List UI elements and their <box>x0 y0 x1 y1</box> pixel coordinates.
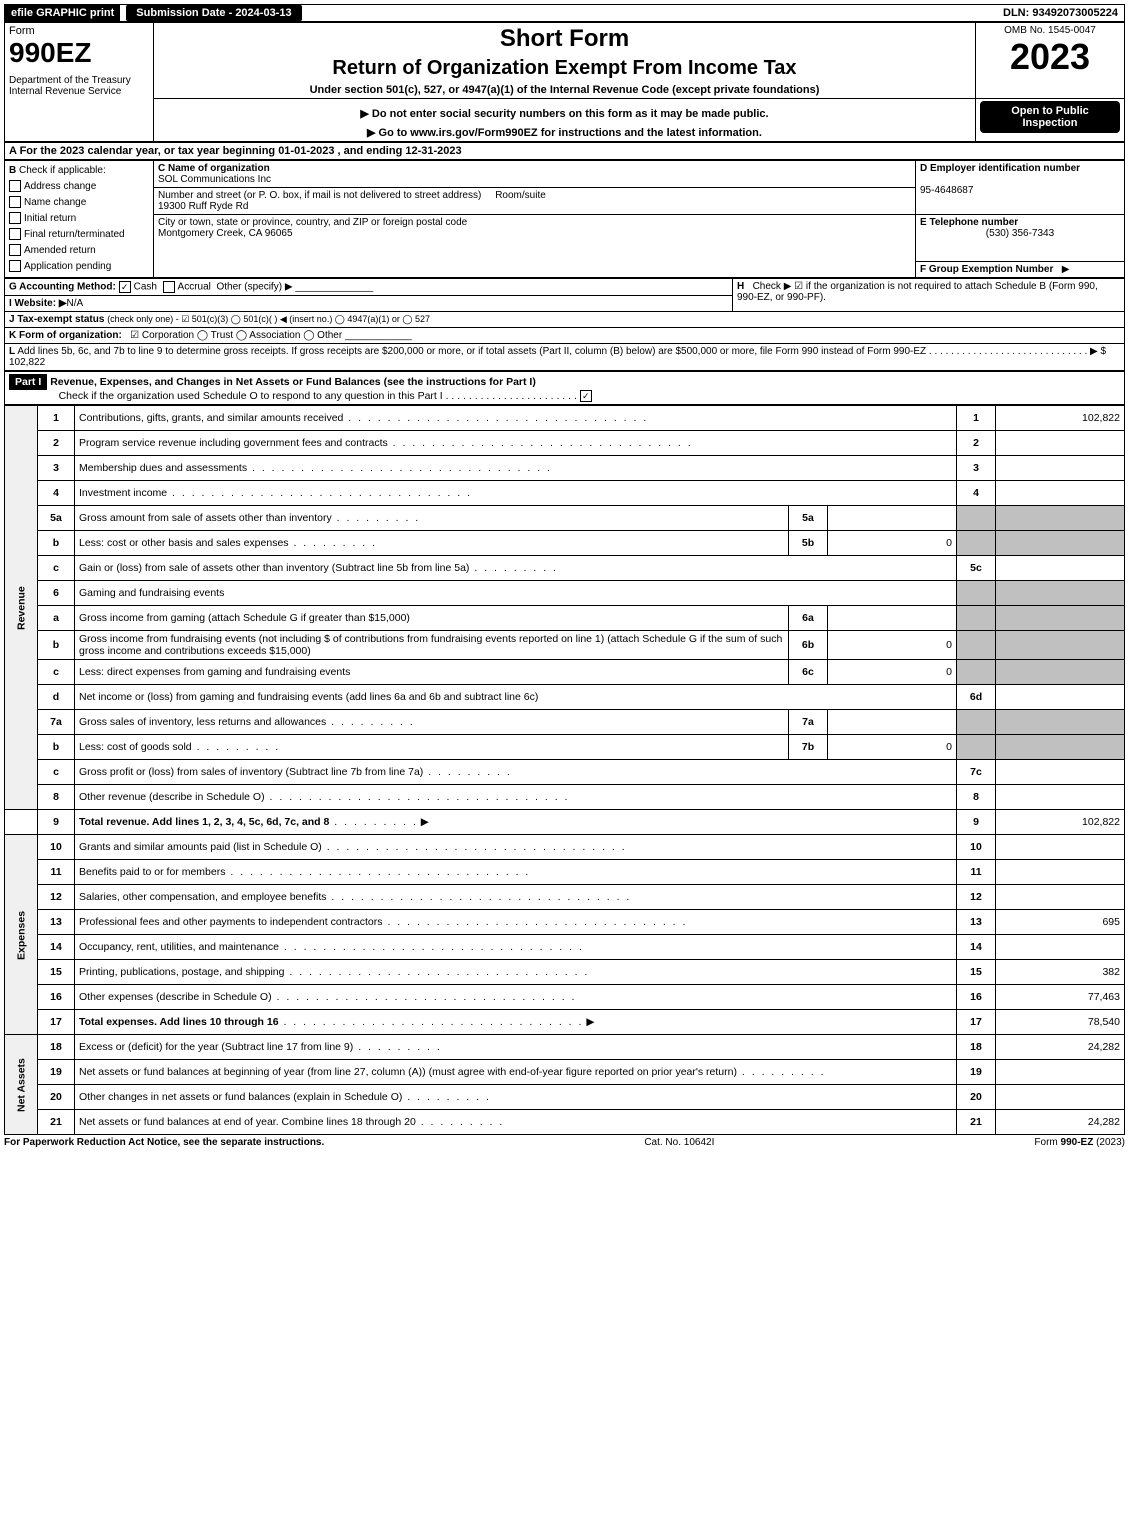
checkbox-final-return[interactable] <box>9 228 21 240</box>
org-info-table: B Check if applicable: Address change Na… <box>4 160 1125 278</box>
expenses-label: Expenses <box>5 835 38 1035</box>
page-footer: For Paperwork Reduction Act Notice, see … <box>4 1135 1125 1148</box>
submission-date: Submission Date - 2024-03-13 <box>126 5 301 21</box>
part1-check-note: Check if the organization used Schedule … <box>59 390 443 402</box>
checkbox-name-change[interactable] <box>9 196 21 208</box>
checkbox-cash[interactable] <box>119 281 131 293</box>
part1-title: Revenue, Expenses, and Changes in Net As… <box>50 376 536 388</box>
section-e-phone: E Telephone number (530) 356-7343 <box>916 215 1125 262</box>
section-c-address: Number and street (or P. O. box, if mail… <box>154 188 916 215</box>
footer-right: Form 990-EZ (2023) <box>1034 1137 1125 1148</box>
checkbox-address-change[interactable] <box>9 180 21 192</box>
section-h: H Check ▶ ☑ if the organization is not r… <box>733 279 1125 312</box>
omb-number: OMB No. 1545-0047 <box>980 25 1120 36</box>
checkbox-schedule-o[interactable] <box>580 390 592 402</box>
return-title: Return of Organization Exempt From Incom… <box>158 57 971 80</box>
tax-year: 2023 <box>980 36 1120 78</box>
ssn-warning: Do not enter social security numbers on … <box>158 107 971 120</box>
top-bar: efile GRAPHIC print Submission Date - 20… <box>4 4 1125 22</box>
part1-lines: Revenue 1 Contributions, gifts, grants, … <box>4 405 1125 1135</box>
section-b: B Check if applicable: Address change Na… <box>5 161 154 278</box>
footer-center: Cat. No. 10642I <box>644 1137 714 1148</box>
short-form-title: Short Form <box>158 25 971 53</box>
form-label: Form <box>9 25 149 37</box>
section-k: K Form of organization: ☑ Corporation ◯ … <box>5 328 1125 344</box>
part1-label: Part I <box>9 374 47 390</box>
section-a-tax-year: A For the 2023 calendar year, or tax yea… <box>4 142 1125 160</box>
revenue-label: Revenue <box>5 406 38 810</box>
checkbox-amended-return[interactable] <box>9 244 21 256</box>
part1-header: Part I Revenue, Expenses, and Changes in… <box>4 371 1125 405</box>
form-header: Form 990EZ Department of the Treasury In… <box>4 22 1125 142</box>
form-number: 990EZ <box>9 37 149 69</box>
section-f-group: F Group Exemption Number ▶ <box>916 262 1125 278</box>
section-j: J Tax-exempt status (check only one) - ☑… <box>5 312 1125 328</box>
section-d-ein: D Employer identification number 95-4648… <box>916 161 1125 215</box>
checkbox-initial-return[interactable] <box>9 212 21 224</box>
under-section: Under section 501(c), 527, or 4947(a)(1)… <box>158 84 971 96</box>
section-c-name: C Name of organization SOL Communication… <box>154 161 916 188</box>
sections-g-l: G Accounting Method: Cash Accrual Other … <box>4 278 1125 371</box>
instructions-link[interactable]: Go to www.irs.gov/Form990EZ for instruct… <box>158 126 971 139</box>
section-g: G Accounting Method: Cash Accrual Other … <box>5 279 733 296</box>
footer-left: For Paperwork Reduction Act Notice, see … <box>4 1137 324 1148</box>
checkbox-accrual[interactable] <box>163 281 175 293</box>
section-l: L Add lines 5b, 6c, and 7b to line 9 to … <box>5 344 1125 371</box>
dept-treasury: Department of the Treasury Internal Reve… <box>9 75 149 97</box>
checkbox-application-pending[interactable] <box>9 260 21 272</box>
dln-number: DLN: 93492073005224 <box>997 5 1124 21</box>
open-to-public: Open to Public Inspection <box>980 101 1120 133</box>
efile-print-label[interactable]: efile GRAPHIC print <box>5 5 120 21</box>
section-i: I Website: ▶N/A <box>5 296 733 312</box>
netassets-label: Net Assets <box>5 1035 38 1135</box>
section-c-city: City or town, state or province, country… <box>154 215 916 278</box>
